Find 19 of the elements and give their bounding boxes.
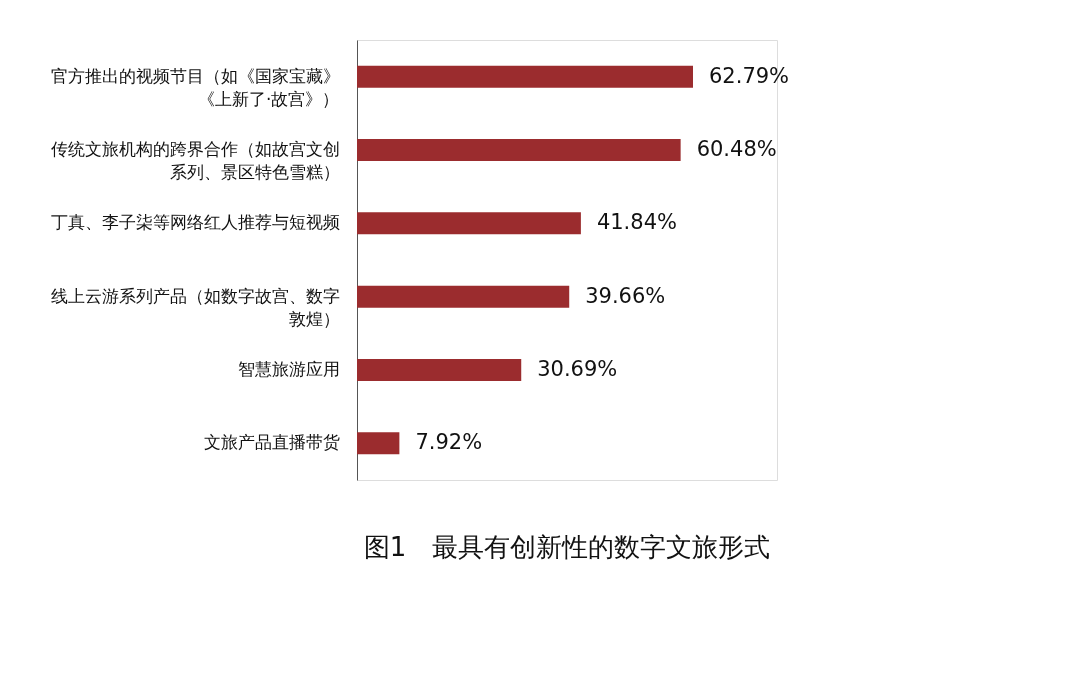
bar [357,432,400,455]
data-label: 60.48% [696,137,777,161]
y-tick-label: 传统文旅机构的跨界合作（如故宫文创系列、景区特色雪糕） [50,139,340,182]
bar [357,139,681,161]
data-label: 41.84% [596,210,677,235]
data-label: 39.66% [585,283,666,308]
data-label: 7.92% [415,430,483,455]
y-tick-label: 官方推出的视频节目（如《国家宝藏》《上新了·故宫》） [50,65,340,109]
y-tick-label: 丁真、李子柒等网络红人推荐与短视频 [50,212,340,233]
data-label: 62.79% [709,63,790,88]
bar [357,65,693,88]
text: 图1 最具有创新性的数字文旅形式 [363,532,771,562]
y-tick-label: 智慧旅游应用 [237,359,340,379]
bar [357,212,581,235]
y-tick-label: 线上云游系列产品（如数字故宫、数字敦煌） [50,285,340,329]
bar [357,285,570,308]
data-label: 30.69% [537,357,618,381]
bar [357,359,522,381]
y-tick-label: 文旅产品直播带货 [203,432,340,453]
